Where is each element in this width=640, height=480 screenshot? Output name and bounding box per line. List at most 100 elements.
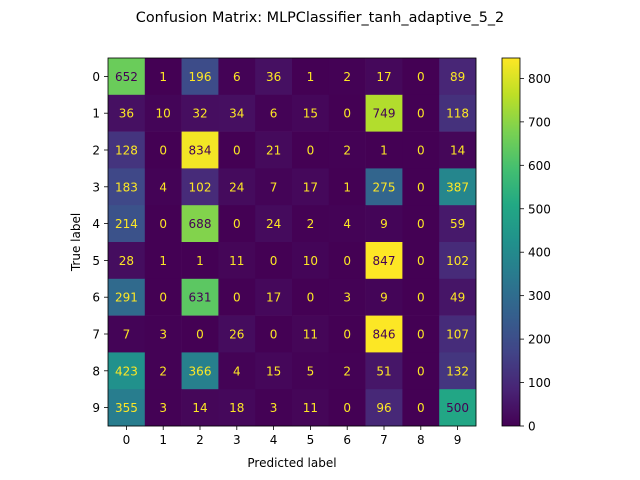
cell-value-label: 0 <box>343 401 351 415</box>
cell-value-label: 0 <box>159 217 167 231</box>
cell-value-label: 0 <box>343 254 351 268</box>
y-tick-label: 5 <box>92 254 100 268</box>
cell-value-label: 183 <box>115 180 138 194</box>
cell-value-label: 3 <box>159 401 167 415</box>
cell-value-label: 688 <box>189 217 212 231</box>
cell-value-label: 34 <box>229 107 244 121</box>
cell-value-label: 387 <box>446 180 469 194</box>
cell-value-label: 51 <box>376 364 391 378</box>
colorbar-tick-label: 800 <box>528 72 551 86</box>
cell-value-label: 7 <box>123 328 131 342</box>
cell-value-label: 0 <box>417 70 425 84</box>
cell-value-label: 2 <box>343 144 351 158</box>
cell-value-label: 275 <box>373 180 396 194</box>
cell-value-label: 0 <box>417 401 425 415</box>
cell-value-label: 3 <box>270 401 278 415</box>
cell-value-label: 11 <box>303 401 318 415</box>
colorbar-tick-label: 300 <box>528 289 551 303</box>
x-axis-label: Predicted label <box>247 456 336 470</box>
y-tick-label: 2 <box>92 144 100 158</box>
colorbar-tick-label: 200 <box>528 333 551 347</box>
cell-value-label: 214 <box>115 217 138 231</box>
colorbar-tick-label: 700 <box>528 115 551 129</box>
cell-value-label: 9 <box>380 217 388 231</box>
cell-value-label: 2 <box>159 364 167 378</box>
cell-value-label: 3 <box>159 328 167 342</box>
cell-value-label: 28 <box>119 254 134 268</box>
cell-value-label: 0 <box>343 328 351 342</box>
cell-value-label: 2 <box>343 364 351 378</box>
cell-value-label: 749 <box>373 107 396 121</box>
cell-value-label: 17 <box>266 291 281 305</box>
cell-value-label: 17 <box>303 180 318 194</box>
cell-value-label: 0 <box>417 107 425 121</box>
cell-value-label: 1 <box>307 70 315 84</box>
cell-value-label: 1 <box>159 254 167 268</box>
cell-value-label: 102 <box>446 254 469 268</box>
cell-value-label: 1 <box>380 144 388 158</box>
cell-value-label: 14 <box>450 144 465 158</box>
colorbar-tick-label: 0 <box>528 420 536 434</box>
cell-value-label: 7 <box>270 180 278 194</box>
cell-value-label: 0 <box>343 107 351 121</box>
cell-value-label: 0 <box>417 217 425 231</box>
cell-value-label: 89 <box>450 70 465 84</box>
cell-value-label: 24 <box>229 180 244 194</box>
y-tick-label: 4 <box>92 217 100 231</box>
cell-value-label: 26 <box>229 328 244 342</box>
cell-value-label: 15 <box>266 364 281 378</box>
cell-value-label: 4 <box>343 217 351 231</box>
y-tick-label: 6 <box>92 291 100 305</box>
cell-value-label: 0 <box>159 291 167 305</box>
y-tick-label: 3 <box>92 180 100 194</box>
cell-value-label: 1 <box>196 254 204 268</box>
cell-value-label: 0 <box>233 217 241 231</box>
cell-value-label: 24 <box>266 217 281 231</box>
cell-value-label: 355 <box>115 401 138 415</box>
cell-value-label: 59 <box>450 217 465 231</box>
x-tick-label: 5 <box>307 433 315 447</box>
cell-value-label: 17 <box>376 70 391 84</box>
cell-value-label: 102 <box>189 180 212 194</box>
cell-value-label: 49 <box>450 291 465 305</box>
cell-value-label: 1 <box>159 70 167 84</box>
colorbar-tick-label: 600 <box>528 159 551 173</box>
cell-value-label: 847 <box>373 254 396 268</box>
cell-value-label: 10 <box>303 254 318 268</box>
cell-value-label: 4 <box>159 180 167 194</box>
cell-value-label: 9 <box>380 291 388 305</box>
cell-value-label: 0 <box>270 254 278 268</box>
cell-value-label: 834 <box>189 144 212 158</box>
cell-value-label: 15 <box>303 107 318 121</box>
cell-value-label: 0 <box>270 328 278 342</box>
x-axis-ticks: 0123456789 <box>123 426 462 447</box>
colorbar-tick-label: 100 <box>528 376 551 390</box>
cell-value-label: 291 <box>115 291 138 305</box>
x-tick-label: 8 <box>417 433 425 447</box>
colorbar-ticks: 0 100 200 300 400 500 600 700 800 <box>520 72 551 434</box>
cell-value-label: 0 <box>417 144 425 158</box>
cell-value-label: 196 <box>189 70 212 84</box>
cell-value-label: 3 <box>343 291 351 305</box>
colorbar-tick-label: 500 <box>528 202 551 216</box>
x-tick-label: 3 <box>233 433 241 447</box>
x-tick-label: 9 <box>454 433 462 447</box>
cell-value-label: 423 <box>115 364 138 378</box>
cell-value-label: 2 <box>307 217 315 231</box>
cell-value-label: 0 <box>417 291 425 305</box>
cell-value-label: 631 <box>189 291 212 305</box>
cell-value-label: 0 <box>417 254 425 268</box>
y-tick-label: 0 <box>92 70 100 84</box>
cell-value-label: 500 <box>446 401 469 415</box>
cell-value-label: 14 <box>192 401 207 415</box>
x-tick-label: 7 <box>380 433 388 447</box>
colorbar-tick-label: 400 <box>528 246 551 260</box>
cell-value-label: 6 <box>270 107 278 121</box>
cell-value-label: 1 <box>343 180 351 194</box>
cell-value-label: 0 <box>233 144 241 158</box>
cell-value-label: 10 <box>156 107 171 121</box>
y-tick-label: 1 <box>92 107 100 121</box>
cell-value-label: 36 <box>266 70 281 84</box>
x-tick-label: 1 <box>159 433 167 447</box>
